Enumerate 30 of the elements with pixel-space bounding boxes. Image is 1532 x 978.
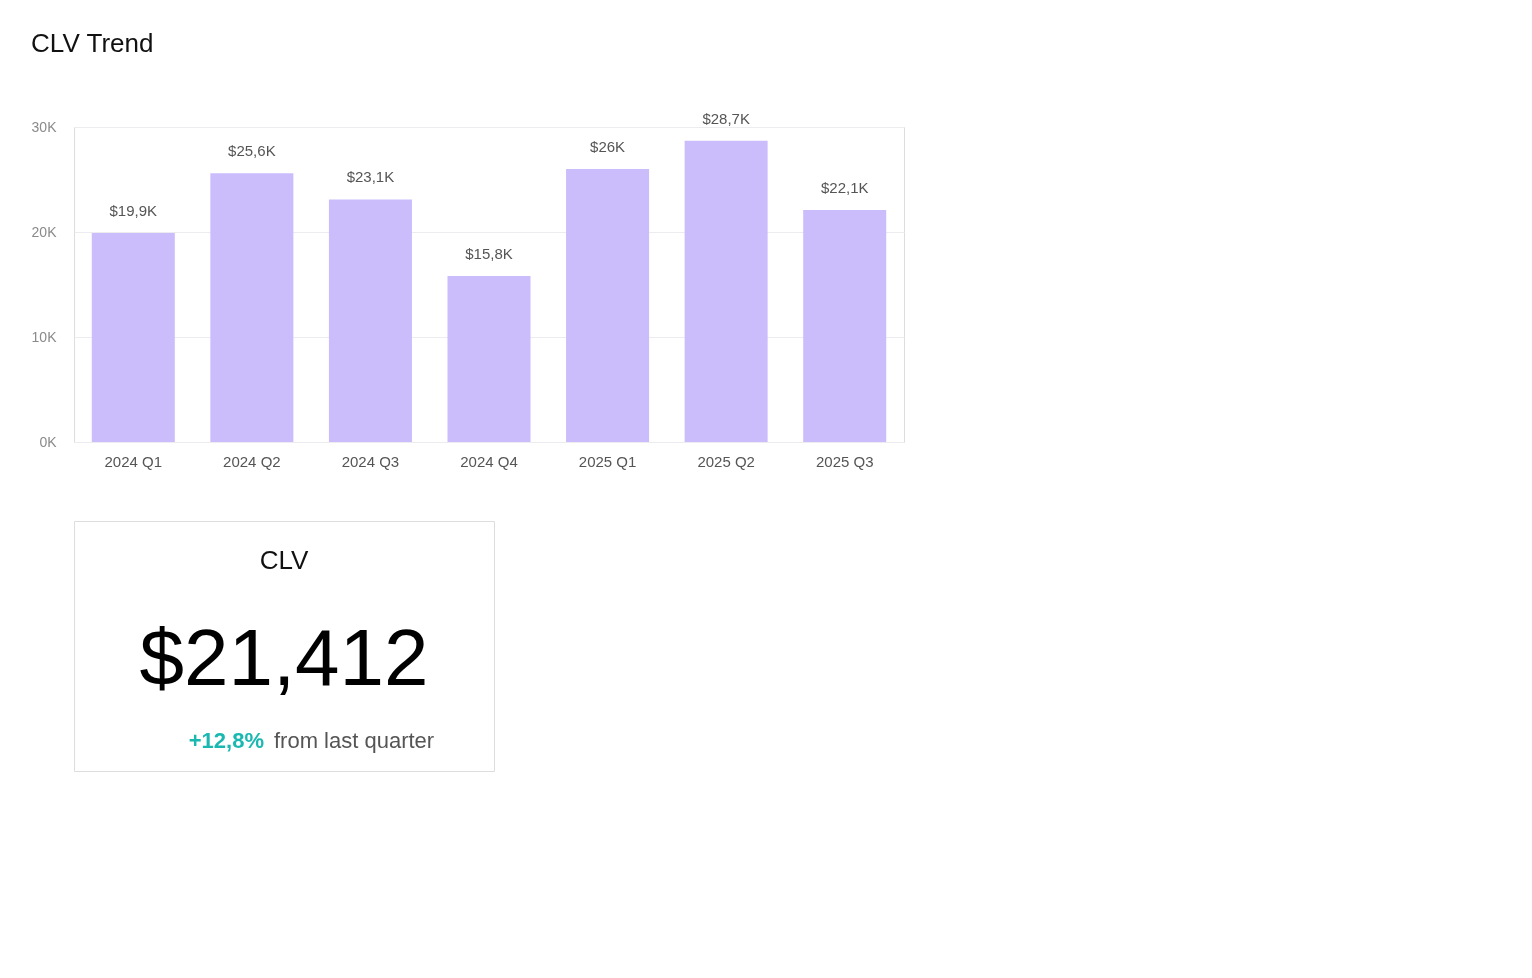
data-label: $28,7K [702, 109, 750, 127]
bar [328, 199, 412, 442]
text: $21,412 [139, 613, 429, 702]
bar [684, 140, 768, 442]
bar [803, 209, 887, 442]
x-tick-label: 2025 Q1 [578, 452, 637, 470]
text: from last quarter [274, 728, 435, 753]
data-label: $15,8K [465, 245, 513, 263]
x-tick-label: 2024 Q2 [223, 452, 281, 470]
bar [210, 173, 294, 442]
data-label: $23,1K [346, 168, 395, 186]
text: CLV [259, 545, 309, 575]
data-label: $25,6K [228, 142, 276, 160]
data-label: $19,9K [109, 202, 158, 220]
x-tick-label: 2024 Q4 [460, 452, 518, 470]
y-tick-label: 10K [31, 328, 58, 345]
bar [447, 276, 531, 442]
y-tick-label: 30K [31, 118, 58, 135]
bar [91, 233, 175, 442]
bar [566, 169, 650, 442]
chart-title: CLV Trend [31, 27, 154, 58]
text: +12,8% [188, 728, 264, 753]
x-tick-label: 2024 Q1 [104, 452, 163, 470]
data-label: $22,1K [820, 178, 869, 196]
y-tick-label: 20K [31, 223, 58, 240]
x-tick-label: 2025 Q2 [697, 452, 755, 470]
data-label: $26K [590, 138, 626, 155]
y-tick-label: 0K [39, 433, 58, 450]
x-tick-label: 2025 Q3 [815, 452, 874, 470]
x-tick-label: 2024 Q3 [341, 452, 400, 470]
